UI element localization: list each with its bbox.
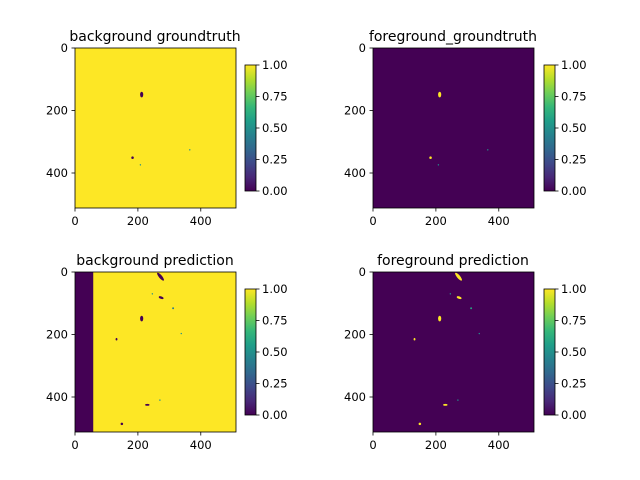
y-tick-label: 400: [46, 390, 68, 404]
colorbar-tick-label: 0.00: [561, 184, 587, 198]
heatmap-image: [75, 272, 182, 432]
colorbar-tick-label: 0.50: [561, 121, 587, 135]
colorbar-tick-label: 0.75: [262, 314, 288, 328]
heatmap-region: [75, 272, 94, 432]
y-tick-label: 400: [344, 166, 366, 180]
colorbar-tick-label: 0.00: [262, 408, 288, 422]
colorbar-tick-label: 1.00: [561, 58, 587, 72]
heatmap-blob: [456, 296, 462, 300]
heatmap-blob: [478, 332, 480, 335]
heatmap-blob: [189, 149, 191, 151]
y-tick-label: 400: [344, 390, 366, 404]
heatmap-blob: [455, 272, 462, 281]
chart-title: foreground prediction: [377, 253, 529, 269]
heatmap-image: [429, 91, 489, 166]
colorbar-tick-label: 0.75: [561, 314, 587, 328]
panel-1: 0 200 400 0 200 400 background groundtruth 1.00…: [46, 29, 288, 228]
chart-title: background prediction: [76, 253, 234, 269]
heatmap-blob: [429, 156, 432, 159]
colorbar-tick-label: 0.00: [262, 184, 288, 198]
heatmap-image: [131, 91, 191, 166]
panel-2: 0 200 400 0 200 400 foreground_groundtruth 1.00…: [344, 29, 587, 228]
colorbar-tick-label: 0.25: [262, 377, 288, 391]
heatmap-blob: [140, 315, 144, 322]
heatmap-blob: [180, 332, 182, 335]
x-tick-label: 400: [190, 438, 212, 452]
heatmap-blob: [151, 293, 154, 295]
heatmap-blob: [449, 293, 452, 295]
y-tick-label: 400: [46, 166, 68, 180]
colorbar-tick-label: 0.00: [561, 408, 587, 422]
x-tick-label: 0: [369, 214, 376, 228]
heatmap-blob: [443, 403, 448, 406]
colorbar-tick-label: 0.25: [561, 153, 587, 167]
colorbar: [544, 289, 555, 415]
axes-frame: [74, 47, 237, 209]
heatmap-blob: [413, 337, 416, 341]
heatmap-blob: [131, 156, 134, 159]
x-tick-label: 400: [488, 214, 510, 228]
x-tick-label: 400: [488, 438, 510, 452]
x-tick-label: 200: [127, 214, 149, 228]
heatmap-blob: [487, 149, 489, 151]
colorbar: [544, 65, 555, 191]
heatmap-blob: [120, 422, 124, 426]
heatmap-background: [373, 272, 534, 432]
x-tick-label: 200: [425, 438, 447, 452]
heatmap-blob: [139, 164, 142, 166]
colorbar-tick-label: 0.75: [262, 90, 288, 104]
x-tick-label: 0: [71, 438, 78, 452]
heatmap-blob: [159, 399, 161, 401]
heatmap-image: [413, 272, 480, 426]
y-tick-label: 200: [344, 328, 366, 342]
y-tick-label: 200: [46, 328, 68, 342]
x-tick-label: 0: [71, 214, 78, 228]
heatmap-background: [373, 48, 534, 208]
x-tick-label: 200: [425, 214, 447, 228]
heatmap-background: [75, 272, 236, 432]
heatmap-blob: [457, 399, 459, 401]
heatmap-background: [75, 48, 236, 208]
colorbar-tick-label: 0.75: [561, 90, 587, 104]
panel-3: 0 200 400 0 200 400 background prediction 1.00 0…: [46, 253, 288, 452]
y-tick-label: 0: [61, 265, 68, 279]
y-tick-label: 0: [359, 41, 366, 55]
heatmap-blob: [158, 296, 164, 300]
heatmap-blob: [145, 403, 150, 406]
colorbar-tick-label: 0.50: [262, 121, 288, 135]
colorbar: [245, 65, 256, 191]
heatmap-blob: [115, 337, 118, 341]
axes-frame: [372, 47, 535, 209]
x-tick-label: 0: [369, 438, 376, 452]
x-tick-label: 200: [127, 438, 149, 452]
heatmap-blob: [438, 91, 442, 98]
colorbar-tick-label: 0.50: [561, 345, 587, 359]
heatmap-blob: [470, 307, 473, 310]
colorbar-tick-label: 0.25: [561, 377, 587, 391]
heatmap-blob: [418, 422, 422, 426]
heatmap-blob: [438, 315, 442, 322]
chart-title: foreground_groundtruth: [369, 29, 537, 45]
colorbar-tick-label: 1.00: [262, 58, 288, 72]
x-tick-label: 400: [190, 214, 212, 228]
colorbar-tick-label: 0.25: [262, 153, 288, 167]
chart-title: background groundtruth: [69, 29, 240, 45]
y-tick-label: 0: [359, 265, 366, 279]
y-tick-label: 200: [46, 104, 68, 118]
colorbar-tick-label: 0.50: [262, 345, 288, 359]
axes-frame: [372, 271, 535, 433]
panel-4: 0 200 400 0 200 400 foreground prediction 1.00 0…: [344, 253, 587, 452]
axes-frame: [74, 271, 237, 433]
heatmap-blob: [157, 272, 164, 281]
heatmap-blob: [172, 307, 175, 310]
heatmap-blob: [140, 91, 144, 98]
colorbar-tick-label: 1.00: [262, 282, 288, 296]
heatmap-blob: [437, 164, 440, 166]
y-tick-label: 200: [344, 104, 366, 118]
y-tick-label: 0: [61, 41, 68, 55]
colorbar: [245, 289, 256, 415]
colorbar-tick-label: 1.00: [561, 282, 587, 296]
